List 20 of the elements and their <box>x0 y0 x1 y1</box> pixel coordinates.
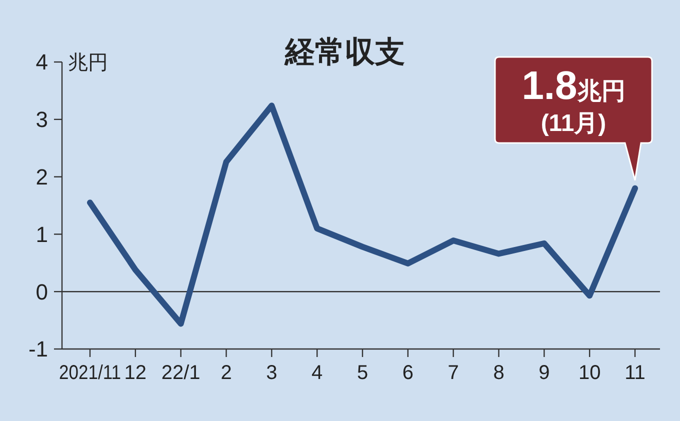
chart-title: 経常収支 <box>284 36 405 69</box>
x-tick-label: 2 <box>220 362 232 384</box>
y-tick-label: 3 <box>36 107 48 132</box>
x-tick-label: 4 <box>312 362 323 384</box>
y-axis-title: 兆円 <box>68 52 108 74</box>
y-tick-label: 4 <box>36 50 48 75</box>
x-tick-label: 6 <box>402 362 414 384</box>
y-tick-label: 1 <box>36 222 48 247</box>
annotation: 1.8兆円 (11月) <box>522 64 626 137</box>
x-tick-label: 10 <box>578 362 601 384</box>
x-tick-label: 11 <box>624 362 646 384</box>
x-tick-label: 9 <box>538 362 550 384</box>
x-tick-label: 7 <box>448 362 459 384</box>
y-tick-label: 0 <box>36 279 48 304</box>
x-tick-label: 5 <box>356 362 368 384</box>
y-tick-label: -1 <box>28 336 48 362</box>
x-tick-label: 3 <box>266 362 278 384</box>
y-tick-label: 2 <box>36 164 48 190</box>
x-tick-label: 8 <box>493 362 504 384</box>
x-tick-label: 22/1 <box>161 362 200 384</box>
